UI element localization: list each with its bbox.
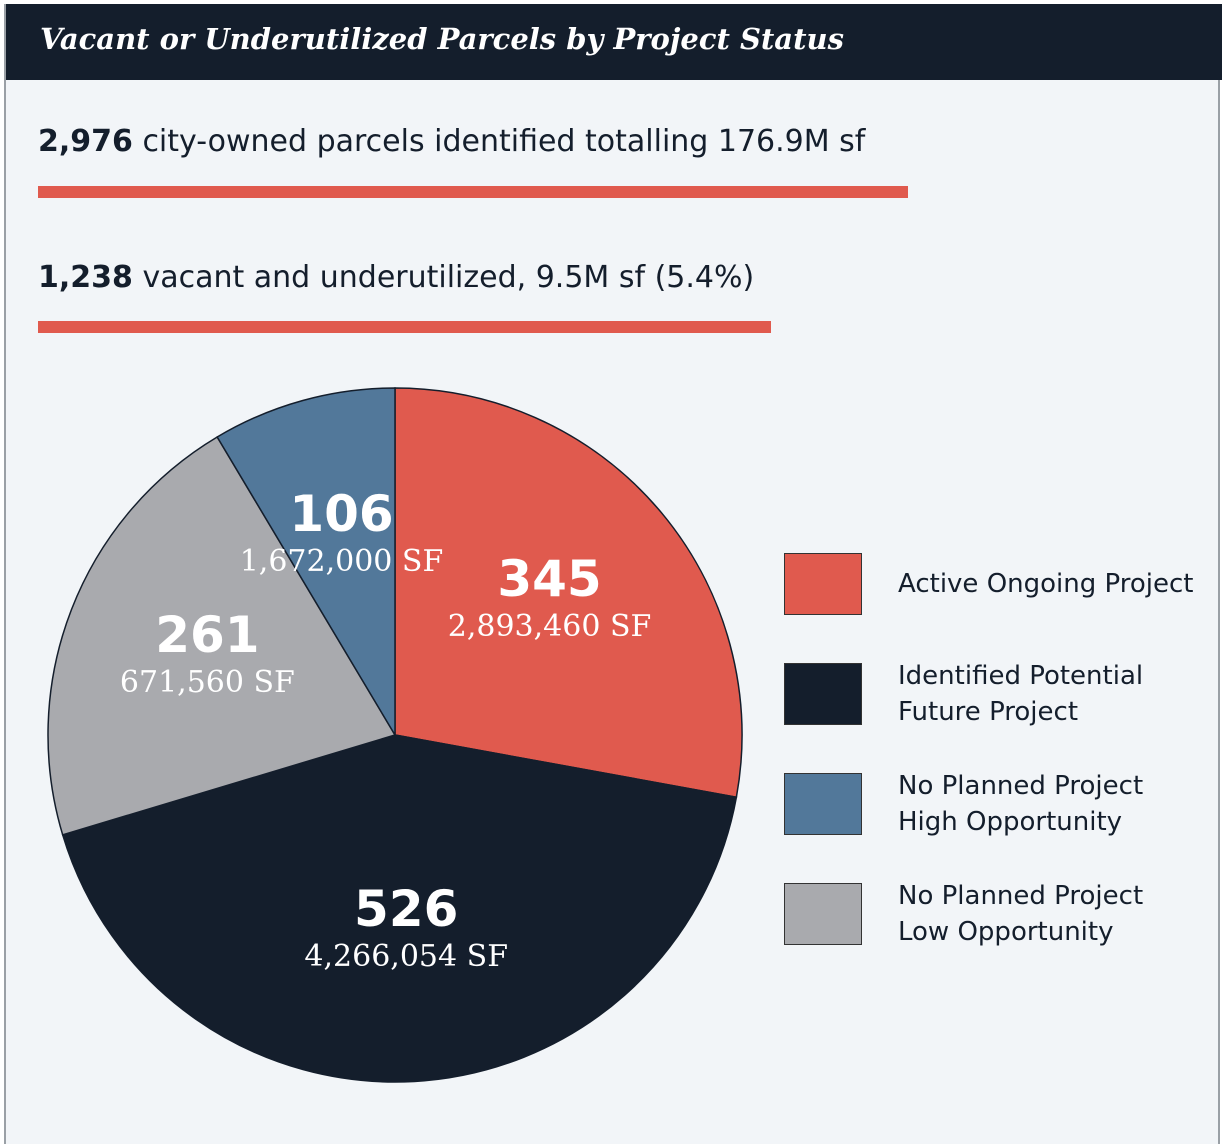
legend-label: Active Ongoing Project	[898, 569, 1194, 599]
slice-value-label: 345	[497, 550, 601, 608]
slice-value-label: 106	[289, 485, 393, 543]
legend-item: No Planned Project Low Opportunity	[784, 859, 1204, 969]
legend-label: No Planned Project Low Opportunity	[898, 881, 1144, 947]
legend: Active Ongoing Project Identified Potenti…	[784, 529, 1204, 969]
legend-swatch	[784, 773, 862, 835]
slice-value-label: 526	[354, 880, 458, 938]
legend-label: No Planned Project High Opportunity	[898, 771, 1144, 837]
legend-item: Identified Potential Future Project	[784, 639, 1204, 749]
annotation-bold: 1,238	[38, 260, 133, 295]
slice-sf-label: 2,893,460 SF	[448, 609, 652, 644]
slice-value-label: 261	[155, 606, 259, 664]
legend-swatch	[784, 883, 862, 945]
pie-slice	[394, 387, 743, 799]
slice-sf-label: 671,560 SF	[120, 665, 295, 700]
rule	[38, 321, 771, 333]
annotation: 2,976 city-owned parcels identified tota…	[38, 124, 865, 159]
annotation-bold: 2,976	[38, 124, 133, 159]
pie-slice	[47, 435, 397, 836]
slice-sf-label: 1,672,000 SF	[240, 544, 444, 579]
rule	[38, 186, 908, 198]
legend-item: Active Ongoing Project	[784, 529, 1204, 639]
legend-label: Identified Potential Future Project	[898, 661, 1144, 727]
slice-sf-label: 4,266,054 SF	[304, 939, 508, 974]
annotation-text: city-owned parcels identified totalling …	[132, 124, 866, 159]
panel: Vacant or Underutilized Parcels by Proje…	[4, 4, 1222, 1144]
annotation: 1,238 vacant and underutilized, 9.5M sf …	[38, 260, 754, 295]
pie-slice	[61, 734, 738, 1083]
legend-swatch	[784, 663, 862, 725]
chart-title: Vacant or Underutilized Parcels by Proje…	[40, 22, 844, 56]
legend-item: No Planned Project High Opportunity	[784, 749, 1204, 859]
header: Vacant or Underutilized Parcels by Proje…	[6, 4, 1222, 80]
legend-swatch	[784, 553, 862, 615]
annotation-text: vacant and underutilized, 9.5M sf (5.4%)	[132, 260, 755, 295]
pie-slice	[216, 387, 396, 738]
